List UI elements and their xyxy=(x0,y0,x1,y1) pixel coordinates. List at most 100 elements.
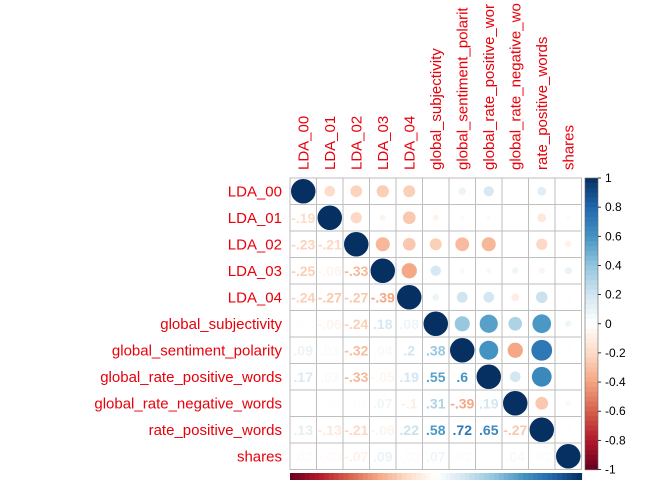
bottom-strip-segment xyxy=(304,473,311,480)
colorbar-segment xyxy=(585,445,598,451)
bottom-strip-segment xyxy=(532,473,539,480)
corr-coef-10-0: .02 xyxy=(294,448,314,464)
colorbar-segment xyxy=(585,216,598,223)
corr-coef-8-7: .19 xyxy=(479,395,499,411)
bottom-strip-segment xyxy=(406,473,413,480)
bottom-strip-segment xyxy=(387,473,393,480)
corr-coef-9-8: -.27 xyxy=(503,422,527,438)
row-label-5: global_subjectivity xyxy=(160,316,282,333)
bottom-strip-segment xyxy=(474,473,481,480)
bottom-strip-segment xyxy=(294,473,301,480)
colorbar-segment xyxy=(585,348,598,354)
colorbar-segment xyxy=(585,430,598,437)
corr-circle-2-8 xyxy=(514,243,517,246)
bottom-strip-segment xyxy=(328,473,335,480)
bottom-strip-segment xyxy=(455,473,461,480)
corr-coef-8-6: -.39 xyxy=(450,395,474,411)
bottom-strip-segment xyxy=(426,473,432,480)
column-label-5: global_subjectivity xyxy=(428,48,445,170)
bottom-strip-segment xyxy=(542,473,549,480)
corr-circle-3-8 xyxy=(512,267,519,274)
corr-coef-5-1: -.06 xyxy=(318,316,342,332)
corr-coef-10-7: .01 xyxy=(479,448,499,464)
bottom-strip-segment xyxy=(324,473,330,480)
colorbar-segment xyxy=(585,250,598,257)
corr-coef-2-1: -.21 xyxy=(318,236,342,252)
corr-circle-0-7 xyxy=(483,186,494,197)
row-label-3: LDA_03 xyxy=(228,263,282,280)
corr-circle-7-10 xyxy=(567,375,570,378)
corr-circle-6-6 xyxy=(450,338,475,363)
corr-circle-0-3 xyxy=(376,185,389,198)
bottom-strip-segment xyxy=(460,473,466,480)
colorbar-segment xyxy=(585,440,598,446)
corr-circle-4-7 xyxy=(483,291,495,303)
corr-circle-8-9 xyxy=(535,396,549,410)
colorbar-segment xyxy=(585,207,598,213)
corr-coef-9-2: -.21 xyxy=(344,422,368,438)
colorbar-segment xyxy=(585,343,598,349)
row-labels: LDA_00 LDA_01 LDA_02 LDA_03 LDA_04 global_sub… xyxy=(94,183,282,465)
corr-coef-9-4: .22 xyxy=(400,422,420,438)
bottom-strip-segment xyxy=(464,473,471,480)
corr-coef-4-3: -.39 xyxy=(371,289,395,305)
corr-coef-4-0: -.24 xyxy=(291,289,315,305)
colorbar-tick-label-1: -0.8 xyxy=(605,433,626,447)
corr-circle-2-6 xyxy=(455,237,470,252)
colorbar: -1 -0.8 -0.6 -0.4 -0.2 0 0.2 0.4 0.6 0.8 1 xyxy=(290,171,626,480)
colorbar-segment xyxy=(585,178,598,184)
corr-circle-3-3 xyxy=(370,258,395,283)
corr-circle-7-9 xyxy=(531,366,552,387)
corr-coef-2-0: -.23 xyxy=(291,236,315,252)
colorbar-segment xyxy=(585,362,598,369)
colorbar-segment xyxy=(585,289,598,296)
corr-circle-0-0 xyxy=(291,179,316,204)
corr-circle-7-8 xyxy=(509,371,521,383)
colorbar-segment xyxy=(585,226,598,233)
colorbar-segment xyxy=(585,318,598,325)
corr-coef-8-4: -.1 xyxy=(401,395,418,411)
colorbar-segment xyxy=(585,309,598,315)
colorbar-tick-label-8: 0.6 xyxy=(605,229,622,243)
row-label-8: global_rate_negative_words xyxy=(94,395,282,412)
colorbar-segment xyxy=(585,231,598,237)
column-labels: LDA_00 LDA_01 LDA_02 LDA_03 LDA_04 global_sub… xyxy=(295,3,577,170)
colorbar-segment xyxy=(585,416,598,422)
corr-circle-0-6 xyxy=(458,187,466,195)
row-label-2: LDA_02 xyxy=(228,236,282,253)
corr-circle-4-9 xyxy=(536,291,548,303)
colorbar-tick-label-10: 1 xyxy=(605,171,612,185)
colorbar-segment xyxy=(585,299,598,305)
colorbar-segment xyxy=(585,284,598,291)
colorbar-segment xyxy=(585,338,598,344)
bottom-strip-segment xyxy=(523,473,529,480)
corr-coef-7-2: -.33 xyxy=(344,369,368,385)
colorbar-segment xyxy=(585,221,598,228)
colorbar-segment xyxy=(585,406,598,412)
bottom-strip-segment xyxy=(396,473,403,480)
corr-coef-10-8: .04 xyxy=(506,448,526,464)
bottom-strip-segment xyxy=(372,473,379,480)
bottom-strip-segment xyxy=(547,473,553,480)
corr-circle-3-10 xyxy=(564,267,572,275)
colorbar-segment xyxy=(585,212,598,218)
colorbar-tick-label-9: 0.8 xyxy=(605,200,622,214)
corr-coef-6-0: .09 xyxy=(294,342,314,358)
colorbar-segment xyxy=(585,236,598,242)
corr-circle-0-10 xyxy=(566,189,570,193)
corr-coef-1-0: -.19 xyxy=(291,210,315,226)
colorbar-segment xyxy=(585,265,598,271)
colorbar-segment xyxy=(585,294,598,301)
corr-coef-7-0: .17 xyxy=(294,369,314,385)
bottom-strip-segment xyxy=(484,473,490,480)
corr-coef-10-3: .09 xyxy=(373,448,393,464)
corr-coef-8-5: .31 xyxy=(426,395,446,411)
row-label-0: LDA_00 xyxy=(228,183,282,200)
corr-circle-0-9 xyxy=(537,186,547,196)
corr-coef-10-5: .07 xyxy=(426,448,446,464)
bottom-strip-segment xyxy=(338,473,345,480)
bottom-strip-segment xyxy=(445,473,451,480)
colorbar-segment xyxy=(585,275,598,281)
colorbar-segment xyxy=(585,314,598,320)
